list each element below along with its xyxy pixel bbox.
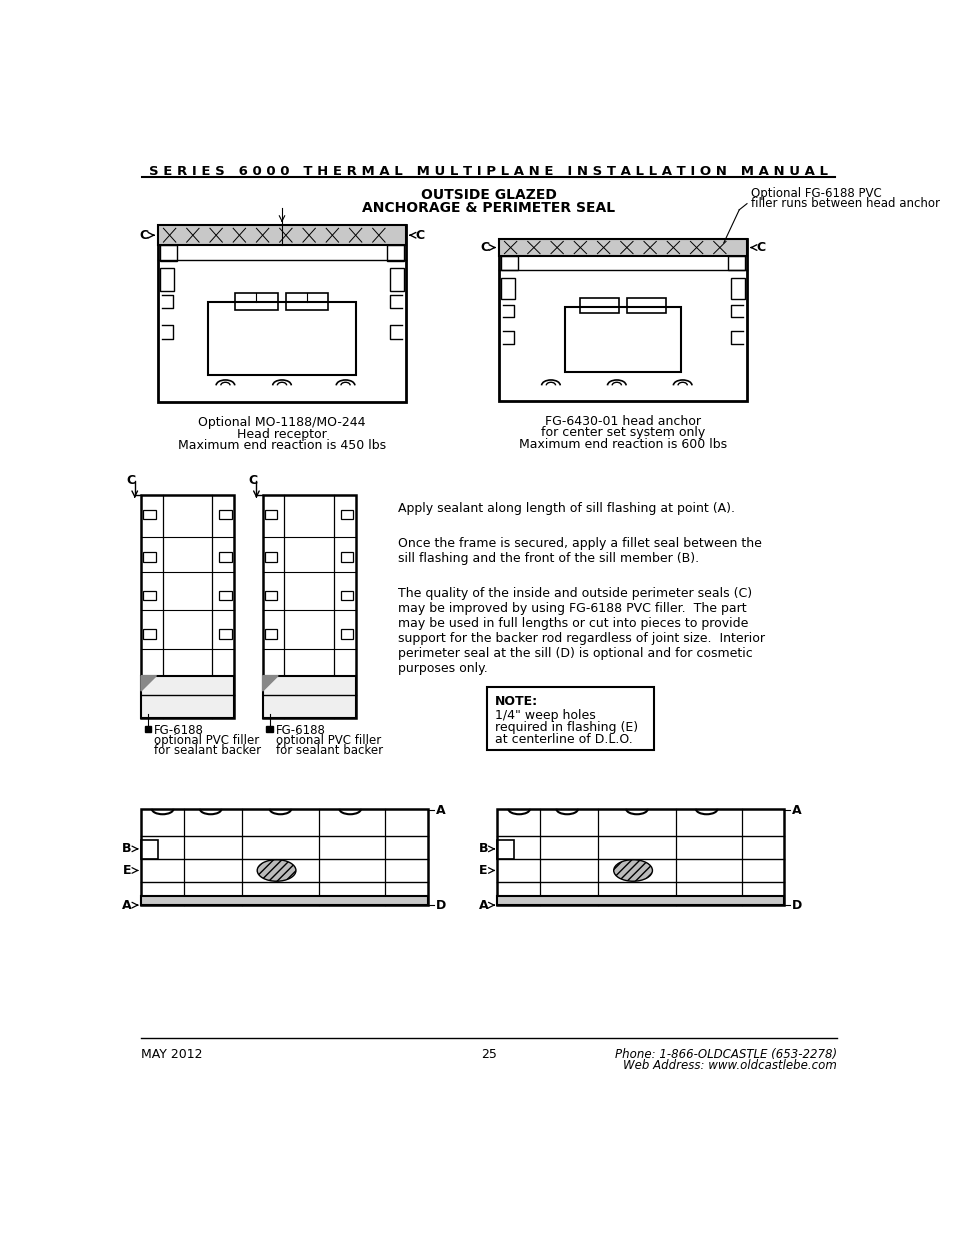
Text: A: A <box>122 899 132 911</box>
Text: B: B <box>478 842 488 856</box>
Bar <box>143 592 155 600</box>
Text: C: C <box>756 241 764 254</box>
Bar <box>141 895 427 905</box>
Bar <box>497 840 514 858</box>
Bar <box>141 809 427 905</box>
Bar <box>487 687 654 751</box>
Bar <box>208 303 355 375</box>
Bar <box>141 840 158 858</box>
Bar <box>497 809 783 905</box>
Text: Once the frame is secured, apply a fillet seal between the
sill flashing and the: Once the frame is secured, apply a fille… <box>397 537 761 566</box>
Bar <box>160 268 174 290</box>
Text: C: C <box>126 474 135 488</box>
Text: MAY 2012: MAY 2012 <box>141 1047 202 1061</box>
Bar <box>266 726 273 732</box>
Text: D: D <box>435 899 445 911</box>
Bar <box>497 895 783 905</box>
Text: C: C <box>480 241 489 254</box>
Bar <box>262 495 355 718</box>
Bar <box>219 592 232 600</box>
Text: Optional FG-6188 PVC: Optional FG-6188 PVC <box>750 186 881 200</box>
Bar <box>500 278 515 299</box>
Bar <box>219 630 232 638</box>
Text: optional PVC filler: optional PVC filler <box>154 734 259 747</box>
Bar <box>386 246 403 261</box>
Bar <box>727 256 744 270</box>
Text: C: C <box>415 228 424 242</box>
Bar <box>262 676 355 718</box>
Text: Optional MO-1188/MO-244: Optional MO-1188/MO-244 <box>198 416 365 429</box>
Text: FG-6430-01 head anchor: FG-6430-01 head anchor <box>544 415 700 427</box>
Text: S E R I E S   6 0 0 0   T H E R M A L   M U L T I P L A N E   I N S T A L L A T : S E R I E S 6 0 0 0 T H E R M A L M U L … <box>150 165 827 178</box>
Bar <box>340 510 353 520</box>
Text: Web Address: www.oldcastlebe.com: Web Address: www.oldcastlebe.com <box>622 1060 836 1072</box>
Bar <box>141 676 233 718</box>
Bar <box>730 278 744 299</box>
Bar <box>579 298 618 312</box>
Text: D: D <box>791 899 801 911</box>
Bar <box>626 298 665 312</box>
Text: Maximum end reaction is 450 lbs: Maximum end reaction is 450 lbs <box>178 440 386 452</box>
Text: Apply sealant along length of sill flashing at point (A).: Apply sealant along length of sill flash… <box>397 503 735 515</box>
Bar <box>235 293 278 310</box>
Text: A: A <box>435 804 445 816</box>
Text: E: E <box>123 864 132 877</box>
Bar <box>143 510 155 520</box>
Text: required in flashing (E): required in flashing (E) <box>495 721 638 734</box>
Text: OUTSIDE GLAZED: OUTSIDE GLAZED <box>420 188 557 203</box>
Text: for sealant backer: for sealant backer <box>275 745 382 757</box>
Bar <box>498 240 746 256</box>
Text: for sealant backer: for sealant backer <box>154 745 261 757</box>
Bar <box>158 225 406 403</box>
Text: for center set system only: for center set system only <box>540 426 704 440</box>
Text: optional PVC filler: optional PVC filler <box>275 734 380 747</box>
Bar <box>265 630 277 638</box>
Text: A: A <box>791 804 801 816</box>
Polygon shape <box>262 676 278 692</box>
Text: C: C <box>248 474 257 488</box>
Bar <box>219 552 232 562</box>
Text: 1/4" weep holes: 1/4" weep holes <box>495 709 596 721</box>
Bar <box>141 495 233 718</box>
Bar <box>219 510 232 520</box>
Text: NOTE:: NOTE: <box>495 695 537 708</box>
Bar <box>145 726 151 732</box>
Bar <box>340 630 353 638</box>
Bar <box>340 592 353 600</box>
Text: ANCHORAGE & PERIMETER SEAL: ANCHORAGE & PERIMETER SEAL <box>362 200 615 215</box>
Bar <box>500 256 517 270</box>
Bar <box>265 552 277 562</box>
Bar <box>564 306 680 372</box>
Bar <box>286 293 328 310</box>
Text: FG-6188: FG-6188 <box>154 724 204 737</box>
Bar <box>390 268 403 290</box>
Text: Head receptor: Head receptor <box>237 427 327 441</box>
Text: B: B <box>122 842 132 856</box>
Bar <box>265 510 277 520</box>
Ellipse shape <box>613 860 652 882</box>
Bar <box>143 552 155 562</box>
Text: E: E <box>478 864 487 877</box>
Text: Maximum end reaction is 600 lbs: Maximum end reaction is 600 lbs <box>518 437 726 451</box>
Text: 25: 25 <box>480 1047 497 1061</box>
Text: Phone: 1-866-OLDCASTLE (653-2278): Phone: 1-866-OLDCASTLE (653-2278) <box>614 1047 836 1061</box>
Bar <box>265 592 277 600</box>
Bar <box>340 552 353 562</box>
Polygon shape <box>141 676 156 692</box>
Text: filler runs between head anchor: filler runs between head anchor <box>750 198 939 210</box>
Text: at centerline of D.L.O.: at centerline of D.L.O. <box>495 734 632 746</box>
Ellipse shape <box>257 860 295 882</box>
Text: The quality of the inside and outside perimeter seals (C)
may be improved by usi: The quality of the inside and outside pe… <box>397 587 764 676</box>
Bar <box>160 246 177 261</box>
Text: A: A <box>478 899 488 911</box>
Bar <box>158 225 406 246</box>
Bar <box>143 630 155 638</box>
Text: C: C <box>139 228 149 242</box>
Bar <box>498 240 746 401</box>
Text: FG-6188: FG-6188 <box>275 724 325 737</box>
